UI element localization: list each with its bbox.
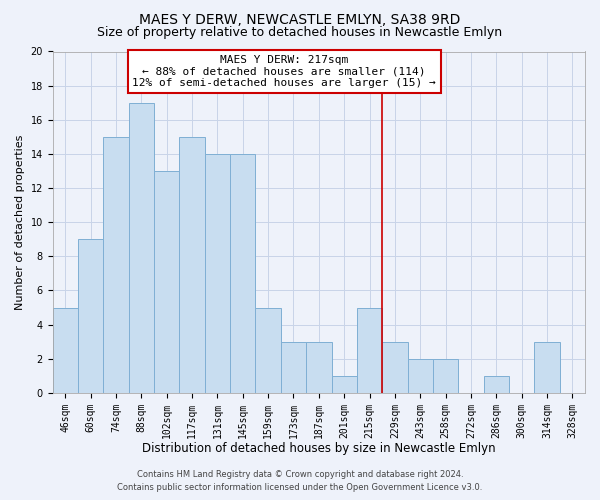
Bar <box>230 154 256 393</box>
Bar <box>382 342 407 393</box>
Y-axis label: Number of detached properties: Number of detached properties <box>15 134 25 310</box>
Bar <box>281 342 306 393</box>
Bar <box>256 308 281 393</box>
Bar <box>129 102 154 393</box>
Bar <box>103 137 129 393</box>
Bar <box>53 308 78 393</box>
Bar <box>306 342 332 393</box>
Bar <box>154 171 179 393</box>
Bar <box>332 376 357 393</box>
Text: Size of property relative to detached houses in Newcastle Emlyn: Size of property relative to detached ho… <box>97 26 503 39</box>
Bar <box>433 358 458 393</box>
Text: MAES Y DERW: 217sqm
← 88% of detached houses are smaller (114)
12% of semi-detac: MAES Y DERW: 217sqm ← 88% of detached ho… <box>133 55 436 88</box>
X-axis label: Distribution of detached houses by size in Newcastle Emlyn: Distribution of detached houses by size … <box>142 442 496 455</box>
Bar <box>179 137 205 393</box>
Bar <box>205 154 230 393</box>
Bar <box>407 358 433 393</box>
Text: Contains HM Land Registry data © Crown copyright and database right 2024.
Contai: Contains HM Land Registry data © Crown c… <box>118 470 482 492</box>
Bar <box>78 239 103 393</box>
Bar <box>484 376 509 393</box>
Text: MAES Y DERW, NEWCASTLE EMLYN, SA38 9RD: MAES Y DERW, NEWCASTLE EMLYN, SA38 9RD <box>139 12 461 26</box>
Bar <box>535 342 560 393</box>
Bar <box>357 308 382 393</box>
